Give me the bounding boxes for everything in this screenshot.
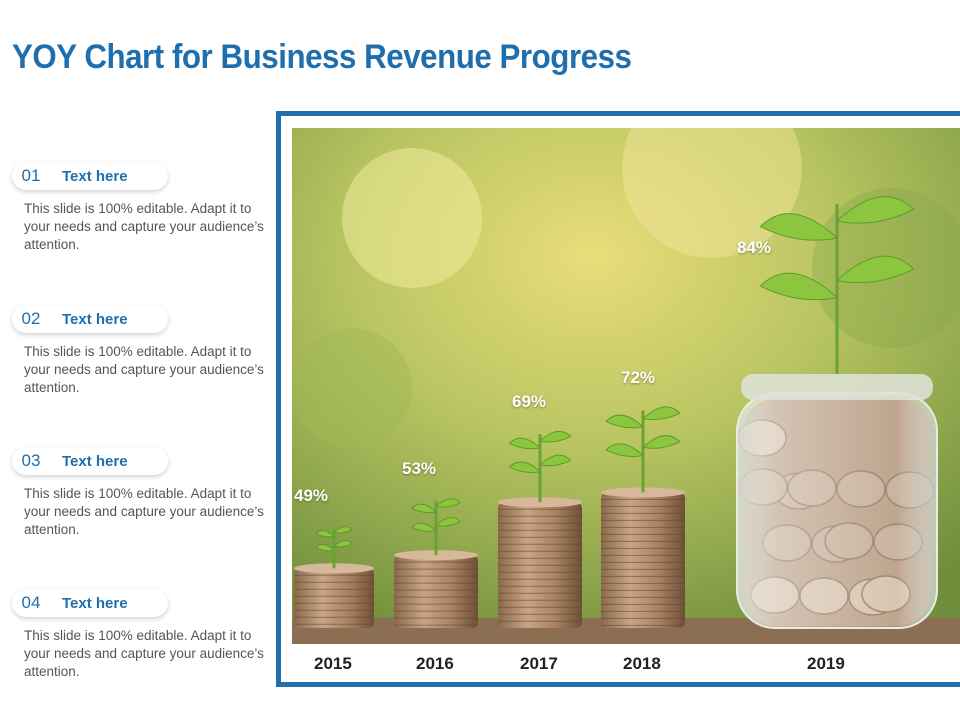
x-tick-label: 2017: [520, 654, 558, 673]
list-item-03: 03 Text here This slide is 100% editable…: [12, 447, 264, 539]
item-description: This slide is 100% editable. Adapt it to…: [24, 486, 264, 537]
item-number: 03: [21, 451, 41, 470]
coin-stack-bar: [294, 563, 374, 628]
data-label: 49%: [294, 486, 329, 506]
item-description: This slide is 100% editable. Adapt it to…: [24, 201, 264, 252]
item-pill: 02 Text here: [12, 305, 168, 333]
coin-stack-bar: [394, 550, 478, 628]
sprout-icon: [315, 526, 353, 569]
data-label: 84%: [737, 238, 772, 257]
item-description: This slide is 100% editable. Adapt it to…: [24, 344, 264, 395]
coin-jar-bar: [736, 374, 938, 629]
page-title: YOY Chart for Business Revenue Progress: [12, 38, 632, 76]
data-label: 72%: [621, 368, 656, 388]
item-label: Text here: [62, 167, 128, 185]
sprout-icon: [508, 430, 572, 503]
data-label: 53%: [402, 459, 437, 479]
coin-growth-image: [292, 128, 960, 644]
coin-stack-bar: [498, 497, 582, 628]
x-tick-label: 2018: [623, 654, 661, 673]
x-tick-label: 2016: [416, 654, 454, 673]
item-pill: 03 Text here: [12, 447, 168, 475]
item-pill: 04 Text here: [12, 589, 168, 617]
item-number: 04: [21, 593, 41, 612]
item-label: Text here: [62, 594, 128, 612]
item-label: Text here: [62, 310, 128, 328]
item-number: 02: [21, 309, 41, 328]
list-item-04: 04 Text here This slide is 100% editable…: [12, 589, 264, 681]
data-label: 69%: [512, 392, 547, 412]
x-tick-label: 2019: [807, 654, 845, 673]
item-label: Text here: [62, 452, 128, 470]
item-number: 01: [21, 166, 41, 185]
sprout-icon: [605, 406, 681, 493]
coin-stack-bar: [601, 487, 685, 628]
item-description: This slide is 100% editable. Adapt it to…: [24, 628, 264, 679]
sprout-icon: [759, 196, 915, 374]
list-item-02: 02 Text here This slide is 100% editable…: [12, 305, 264, 397]
sprout-icon: [410, 498, 462, 556]
list-item-01: 01 Text here This slide is 100% editable…: [12, 162, 264, 254]
coin-chart: [292, 128, 960, 644]
x-tick-label: 2015: [314, 654, 352, 673]
item-pill: 01 Text here: [12, 162, 168, 190]
